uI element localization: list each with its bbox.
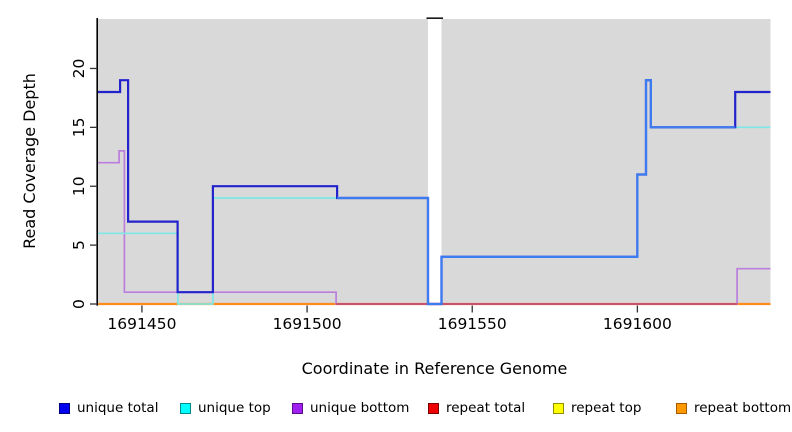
x-tick-label: 1691600 <box>603 315 672 333</box>
x-tick-label: 1691500 <box>273 315 342 333</box>
y-tick-label: 10 <box>70 176 88 196</box>
plot-panel-right <box>441 19 771 305</box>
series-unique-bottom-line <box>98 150 771 305</box>
y-tick-label: 0 <box>70 299 88 309</box>
x-axis-title: Coordinate in Reference Genome <box>301 359 568 378</box>
plot-panel-left <box>98 19 428 305</box>
y-tick-label: 20 <box>70 59 88 79</box>
x-tick-label: 1691450 <box>107 315 176 333</box>
x-tick-label: 1691550 <box>438 315 507 333</box>
y-tick-label: 15 <box>70 117 88 137</box>
y-tick-label: 5 <box>70 240 88 250</box>
y-axis-title: Read Coverage Depth <box>20 73 39 249</box>
series-unique-total-bright-line <box>337 79 736 306</box>
